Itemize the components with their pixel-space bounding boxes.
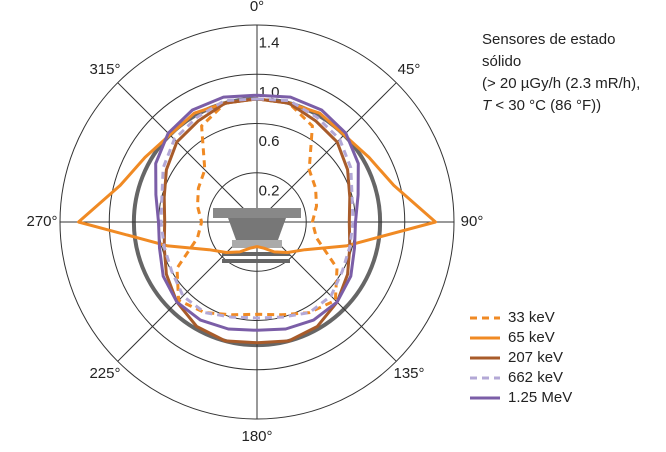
theta-tick-label: 270° bbox=[26, 213, 57, 230]
spoke bbox=[117, 82, 258, 223]
detector-icon bbox=[213, 208, 301, 263]
r-tick-label: 0.2 bbox=[259, 182, 280, 199]
annotation-line: Sensores de estado bbox=[482, 31, 615, 48]
legend-label: 207 keV bbox=[508, 349, 563, 366]
theta-tick-label: 90° bbox=[461, 213, 484, 230]
r-tick-label: 1.4 bbox=[259, 35, 280, 52]
annotation-line: sólido bbox=[482, 53, 521, 70]
series-line bbox=[154, 93, 360, 332]
theta-tick-label: 315° bbox=[89, 61, 120, 78]
legend-label: 65 keV bbox=[508, 329, 555, 346]
theta-tick-label: 225° bbox=[89, 365, 120, 382]
detector-part bbox=[232, 240, 282, 248]
theta-tick-label: 135° bbox=[394, 365, 425, 382]
legend-label: 662 keV bbox=[508, 369, 563, 386]
detector-part bbox=[222, 259, 290, 263]
annotation-italic: T bbox=[482, 97, 493, 114]
detector-part bbox=[228, 218, 286, 240]
series-line bbox=[175, 97, 339, 317]
series-line bbox=[159, 97, 355, 320]
theta-tick-label: 0° bbox=[250, 0, 264, 15]
annotation-line: T < 30 °C (86 °F)) bbox=[482, 97, 601, 114]
detector-part bbox=[222, 252, 290, 256]
series-layer bbox=[77, 93, 437, 345]
spoke bbox=[256, 82, 397, 223]
series-line bbox=[162, 97, 352, 345]
legend-label: 33 keV bbox=[508, 309, 555, 326]
series-line bbox=[77, 97, 437, 254]
theta-tick-label: 180° bbox=[241, 428, 272, 445]
r-tick-label: 0.6 bbox=[259, 133, 280, 150]
annotation-line: (> 20 µGy/h (2.3 mR/h), bbox=[482, 75, 640, 92]
annotation-text: < 30 °C (86 °F)) bbox=[491, 97, 601, 114]
detector-part bbox=[213, 208, 301, 218]
legend-label: 1.25 MeV bbox=[508, 389, 572, 406]
theta-tick-label: 45° bbox=[398, 61, 421, 78]
